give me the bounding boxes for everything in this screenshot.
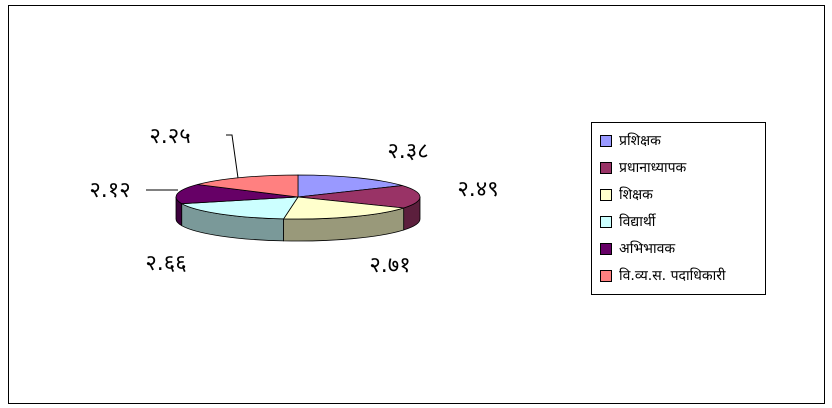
legend-swatch: [600, 161, 612, 174]
data-label-4: २.१२: [89, 178, 130, 203]
legend-label: प्रशिक्षक: [619, 132, 661, 149]
legend-swatch: [600, 188, 612, 201]
legend-item: प्रशिक्षक: [592, 127, 765, 154]
legend-label: शिक्षक: [619, 186, 653, 203]
data-label-3: २.६६: [145, 251, 186, 276]
pie-slice-3: [180, 196, 299, 220]
legend-label: अभिभावक: [619, 240, 676, 257]
legend-swatch: [600, 215, 612, 228]
legend-item: अभिभावक: [592, 235, 765, 262]
legend: प्रशिक्षक प्रधानाध्यापक शिक्षक विद्यार्थी अभ…: [591, 122, 766, 295]
data-label-0: २.३८: [387, 139, 428, 164]
data-label-2: २.७१: [369, 253, 410, 278]
legend-label: वि.व्य.स. पदाधिकारी: [619, 267, 726, 284]
pie-slices: [175, 174, 421, 242]
legend-swatch: [600, 242, 612, 255]
legend-item: वि.व्य.स. पदाधिकारी: [592, 262, 765, 289]
legend-item: विद्यार्थी: [592, 208, 765, 235]
legend-item: प्रधानाध्यापक: [592, 154, 765, 181]
pie-slice-4: [175, 184, 299, 205]
legend-item: शिक्षक: [592, 181, 765, 208]
pie-slice-2: [282, 196, 404, 220]
legend-label: विद्यार्थी: [619, 213, 656, 230]
pie-slice-5: [197, 174, 299, 198]
legend-label: प्रधानाध्यापक: [619, 159, 687, 176]
pie-slice-0: [297, 174, 403, 198]
data-labels: २.३८ २.४९ २.७१ २.६६ २.१२ २.२५: [89, 124, 498, 278]
data-label-1: २.४९: [457, 177, 498, 202]
pie-slice-1: [297, 185, 421, 209]
legend-swatch: [600, 134, 612, 147]
leader-line-1: [226, 134, 239, 179]
legend-swatch: [600, 269, 612, 282]
leader-lines: [146, 134, 239, 191]
data-label-5: २.२५: [149, 124, 190, 149]
